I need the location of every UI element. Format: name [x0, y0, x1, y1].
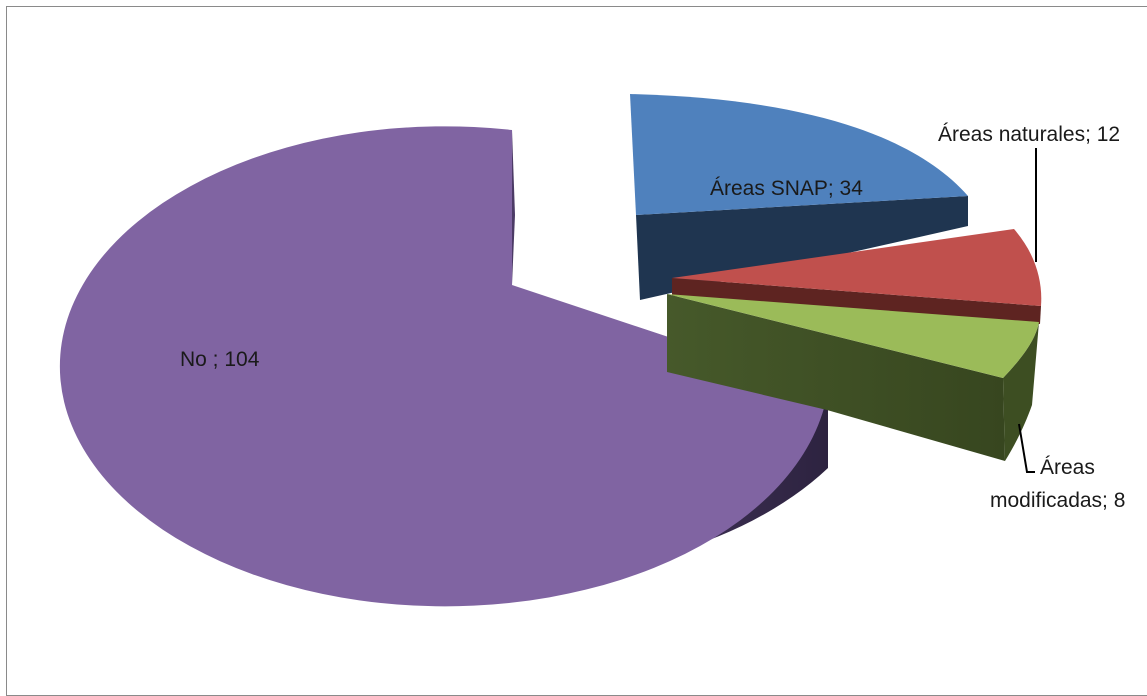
pie-slice-areas-modificadas-top [667, 294, 1039, 378]
data-label-areas-modificadas-line1: Áreas [1040, 456, 1095, 479]
data-label-areas-snap: Áreas SNAP; 34 [710, 177, 863, 200]
data-label-areas-naturales: Áreas naturales; 12 [938, 123, 1120, 146]
pie-slice-areas-modificadas-side [667, 294, 1005, 461]
leader-line-areas-modificadas [1018, 423, 1035, 473]
pie-slice-areas-naturales-side [672, 278, 1041, 324]
pie-slice-no-edge [512, 130, 515, 285]
pie-slice-areas-naturales-top [672, 229, 1042, 306]
pie-slice-areas-snap-top [630, 94, 968, 215]
data-label-no: No ; 104 [180, 348, 260, 371]
pie-slice-areas-modificadas-rim [1003, 322, 1039, 461]
pie-slice-areas-modificadas [667, 294, 1039, 461]
data-label-areas-modificadas-line2: modificadas; 8 [990, 489, 1125, 512]
pie-slice-no-top [59, 126, 828, 607]
pie-slice-no [59, 126, 828, 607]
pie-chart: Áreas SNAP; 34 Áreas naturales; 12 No ; … [59, 94, 1125, 607]
pie-slice-areas-naturales [672, 229, 1042, 324]
